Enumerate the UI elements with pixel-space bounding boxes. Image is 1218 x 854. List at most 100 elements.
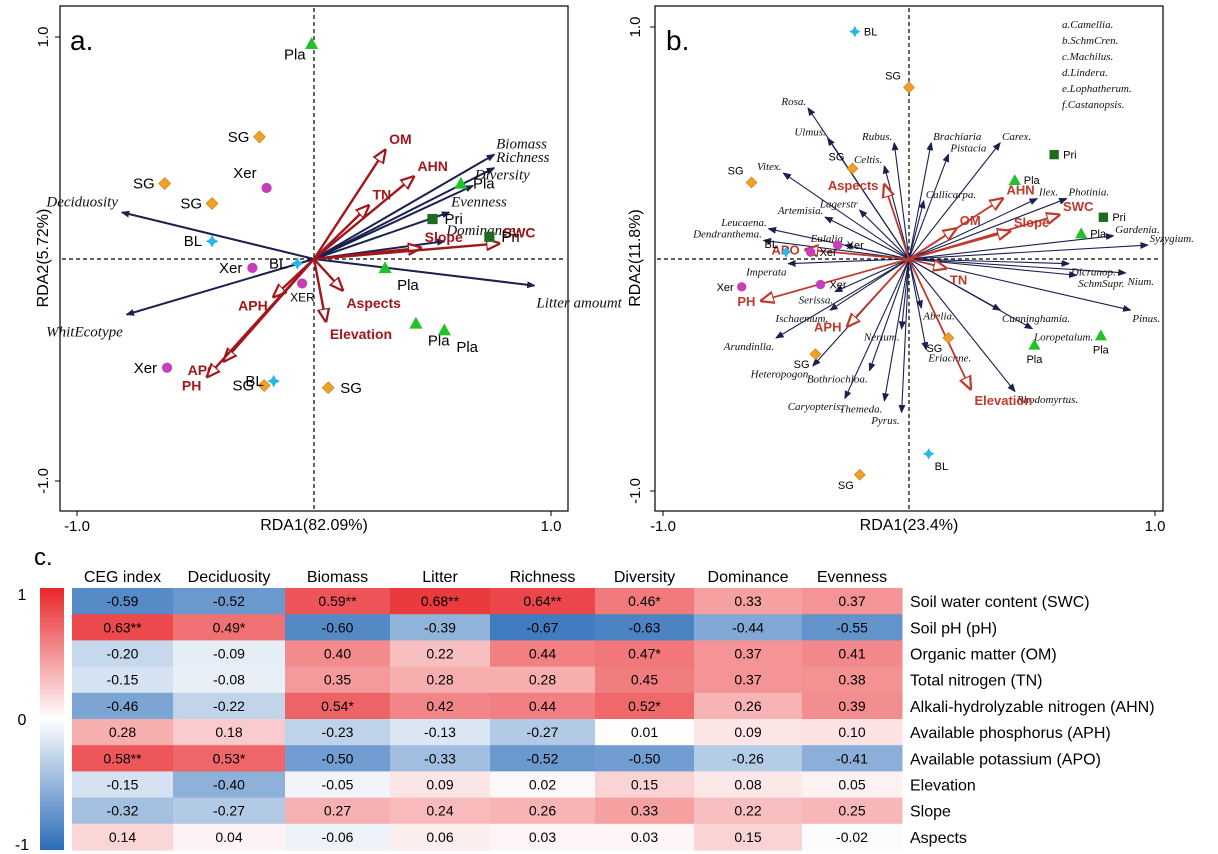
panel-b-species-arrow-rhodomyrtus [908,258,1015,391]
heatmap-cell-label-6-6: -0.26 [732,750,764,766]
panel-b-species-label-rubus: Rubus. [861,131,892,143]
panel-a-env-label-ph: PH [182,378,201,394]
heatmap-cell-label-4-6: 0.26 [734,698,761,714]
panel-b-legend-item-3: d.Lindera. [1062,67,1108,79]
heatmap-cell-label-4-2: 0.54* [321,698,354,714]
panel-b-site-label-0: BL [864,27,877,39]
panel-b-site-pla-7 [1075,227,1088,239]
panel-b-site-sg-13 [809,348,822,361]
panel-b-species-label-lagerstr: Lagerstr [819,198,859,210]
heatmap-cell-7-1 [173,771,286,799]
panel-b-species-label-heteropogon: Heteropogon. [750,369,811,381]
heatmap-cell-label-9-2: -0.06 [322,829,354,845]
heatmap-cell-label-3-6: 0.37 [734,672,761,688]
heatmap-cell-4-4 [490,692,596,720]
heatmap-cell-6-2 [285,745,391,772]
heatmap-cell-7-3 [390,771,491,799]
panel-b-species-label-pinus: Pinus. [1131,313,1160,325]
heatmap-cell-2-5 [595,640,695,668]
panel-b-legend-item-2: c.Machilus. [1062,51,1113,63]
panel-b-species-label-cunninghamia: Cunninghamia. [1002,313,1070,325]
heatmap-cell-0-0 [72,588,174,615]
panel-b-species-label-loropetalum: Loropetalum. [1033,332,1093,344]
panel-b-species-arrow-ischaemum [830,258,910,310]
panel-a-frame [59,5,569,512]
panel-b-species-label-carex: Carex. [1002,131,1031,143]
panel-b-species-label-syzygium: Syzygium. [1150,233,1194,245]
heatmap-cell-3-1 [173,666,286,694]
panel-a-env-label-om: OM [389,131,412,147]
panel-b-species-label-pyrus: Pyrus. [870,415,899,427]
panel-a-site-pri-17 [427,213,438,225]
heatmap-cell-label-2-5: 0.47* [628,646,661,662]
panel-b-env-label-om: OM [960,213,981,228]
heatmap-row-available-potassium-apo: Available potassium (APO) [910,751,1101,768]
panel-b-site-bl-8 [780,246,792,258]
heatmap-row-alkali-hydrolyzable-nitrogen-ahn: Alkali-hydrolyzable nitrogen (AHN) [910,699,1155,716]
colorbar-tick-1: 0 [18,712,27,729]
heatmap-cell-label-8-7: 0.25 [838,803,865,819]
panel-b-site-xer-9 [832,240,843,250]
heatmap-cell-6-5 [595,745,695,772]
heatmap-cell-2-7 [802,640,903,668]
panel-b-site-label-4: Pla [1024,175,1041,187]
heatmap-cell-label-0-0: -0.59 [107,593,139,609]
heatmap-cell-label-5-3: -0.13 [424,724,456,740]
panel-b-xlabel: RDA1(23.4%) [860,517,959,534]
panel-b-species-label-arundinlla: Arundinlla. [723,341,774,353]
heatmap-cell-label-9-3: 0.06 [426,829,453,845]
heatmap-cell-7-6 [694,771,803,799]
heatmap-cell-4-5 [595,692,695,720]
heatmap-cell-2-6 [694,640,803,668]
heatmap-cell-3-7 [802,666,903,694]
panel-b-site-label-1: SG [885,70,901,82]
panel-b-env-label-ph: PH [737,294,755,309]
heatmap-cell-1-0 [72,614,174,641]
panel-a-species-arrow-evenness [313,211,449,260]
panel-b-species-arrow-vitex [784,173,910,260]
panel-a-xlabel: RDA1(82.09%) [260,517,368,534]
panel-b-species-arrow-brachiaria [908,143,931,260]
panel-b-species-arrow-syzygium [908,245,1148,260]
heatmap-cell-label-7-5: 0.15 [631,777,658,793]
heatmap-cell-5-1 [173,719,286,746]
heatmap-cell-9-3 [390,823,491,851]
heatmap-cell-5-5 [595,719,695,746]
heatmap-cell-3-5 [595,666,695,694]
panel-b-env-arrow-ph [761,258,910,301]
heatmap-cell-0-5 [595,588,695,615]
heatmap-cell-label-6-2: -0.50 [322,750,354,766]
heatmap-cell-label-9-0: 0.14 [109,829,136,845]
heatmap-cell-label-8-2: 0.27 [324,803,351,819]
heatmap-cell-label-8-1: -0.27 [213,803,245,819]
panel-b-species-arrow-pyrus [902,258,910,412]
heatmap-row-elevation: Elevation [910,778,976,795]
panel-b-site-label-7: Pla [1090,228,1107,240]
heatmap-cell-3-0 [72,666,174,694]
panel-b-env-label-slope: Slope [1014,215,1049,230]
heatmap-column-diversity: Diversity [614,569,675,586]
panel-b-env-arrow-tn [908,258,946,268]
heatmap-cell-label-7-0: -0.15 [107,777,139,793]
heatmap-cell-label-3-3: 0.28 [426,672,453,688]
heatmap-row-soil-ph-ph: Soil pH (pH) [910,620,997,637]
heatmap-cell-label-5-0: 0.28 [109,724,136,740]
panel-b-species-arrow-serissa [835,258,910,291]
panel-b-ylabel: RDA2(11.8%) [627,209,644,307]
panel-b-legend-item-1: b.SchmCren. [1062,35,1118,47]
heatmap-column-deciduosity: Deciduosity [188,569,271,586]
heatmap-cell-4-0 [72,692,174,720]
panel-b-env-arrow-om [908,229,956,260]
panel-a-site-pla-0 [305,37,319,49]
heatmap-cell-label-7-4: 0.02 [529,777,556,793]
heatmap-cell-6-0 [72,745,174,772]
panel-a-xtick-1: 1.0 [541,518,562,535]
heatmap-cell-label-1-7: -0.55 [836,619,868,635]
heatmap-cell-label-2-7: 0.41 [838,646,865,662]
heatmap-cell-label-5-2: -0.23 [322,724,354,740]
panel-a-ytick-0: 1.0 [35,27,52,48]
panel-b-plot: -1.0 1.0 1.0 -1.0 Rosa. Ulmus. Vitex. Rubus. Bra… [627,8,1194,535]
heatmap-cell-9-1 [173,823,286,851]
panel-b-site-label-6: Pri [1112,212,1125,224]
